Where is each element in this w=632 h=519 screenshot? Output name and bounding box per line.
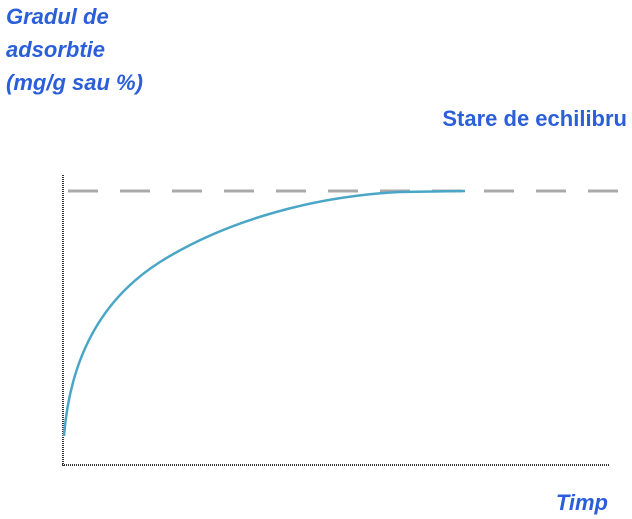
x-axis-label: Timp	[556, 490, 608, 515]
y-axis-label-line: Gradul de	[6, 4, 109, 29]
adsorption-curve	[62, 189, 466, 437]
equilibrium-label: Stare de echilibru	[442, 106, 627, 131]
y-axis-label-line: adsorbtie	[6, 37, 105, 62]
y-axis-label-line: (mg/g sau %)	[6, 70, 143, 95]
